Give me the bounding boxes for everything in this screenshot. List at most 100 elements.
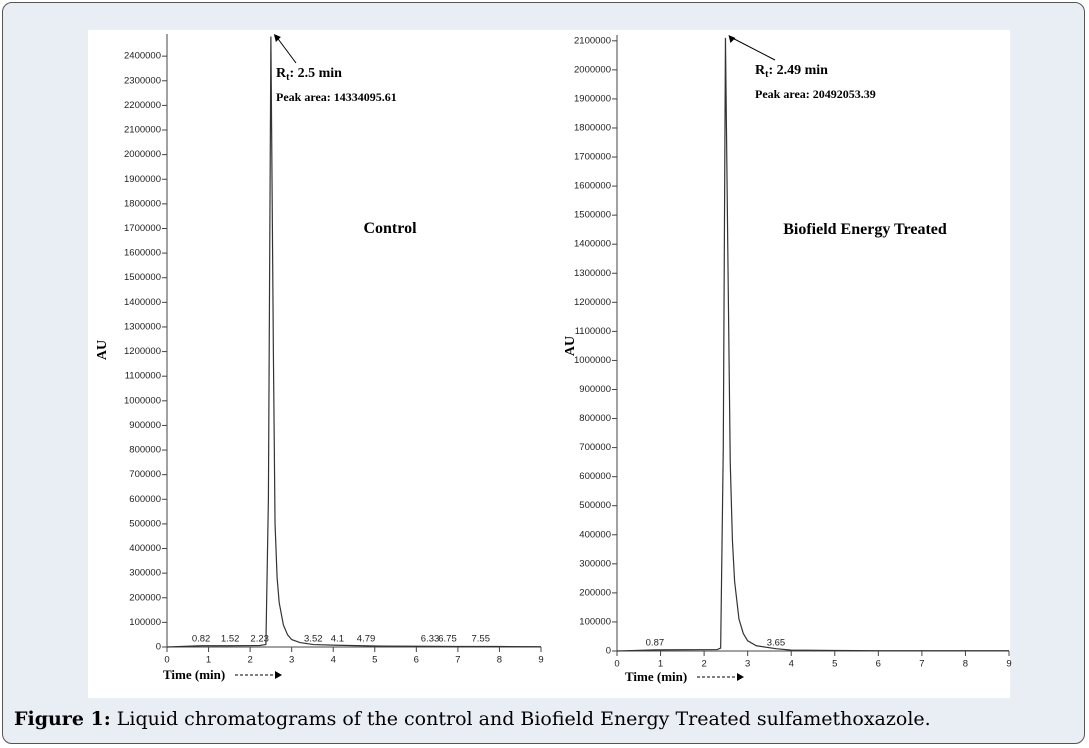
trace <box>616 37 1009 652</box>
peak-label: 2.23 <box>250 634 269 645</box>
x-tick-label: 2 <box>247 655 252 666</box>
y-tick-label: 1700000 <box>124 223 161 234</box>
y-tick-label: 1900000 <box>574 93 611 104</box>
y-tick-label: 0 <box>606 646 611 657</box>
y-tick-label: 1500000 <box>574 210 611 221</box>
y-tick-label: 100000 <box>129 617 161 628</box>
rt-symbol: R <box>755 63 766 78</box>
x-tick-label: 8 <box>963 659 968 670</box>
y-tick-label: 400000 <box>579 529 611 540</box>
y-tick-label: 2100000 <box>124 125 161 136</box>
peak-label: 7.55 <box>471 634 490 645</box>
peak-label: 0.87 <box>646 638 665 649</box>
x-tick-label: 1 <box>206 655 211 666</box>
y-tick-label: 1900000 <box>124 174 161 185</box>
x-tick-label: 9 <box>1006 659 1011 670</box>
y-tick-label: 600000 <box>579 471 611 482</box>
peak-label: 4.79 <box>357 634 376 645</box>
annotation-arrow-head <box>728 35 736 43</box>
x-tick-label: 2 <box>701 659 706 670</box>
y-tick-label: 1400000 <box>124 297 161 308</box>
y-tick-label: 600000 <box>129 494 161 505</box>
y-tick-label: 800000 <box>129 445 161 456</box>
y-tick-label: 100000 <box>579 616 611 627</box>
x-tick-label: 0 <box>614 659 619 670</box>
peak-area: Peak area: 14334095.61 <box>276 90 397 104</box>
y-tick-label: 1800000 <box>574 122 611 133</box>
x-tick-label: 1 <box>658 659 663 670</box>
y-tick-label: 2000000 <box>124 149 161 160</box>
retention-time: Rt: 2.49 min <box>755 63 828 80</box>
x-tick-label: 0 <box>164 655 169 666</box>
y-tick-label: 2300000 <box>124 75 161 86</box>
caption: Figure 1: Liquid chromatograms of the co… <box>14 708 931 730</box>
y-tick-label: 2000000 <box>574 64 611 75</box>
y-tick-label: 0 <box>156 642 161 653</box>
caption-text: Liquid chromatograms of the control and … <box>110 708 931 730</box>
y-axis-label: AU <box>563 336 578 356</box>
x-tick-label: 5 <box>372 655 377 666</box>
trace <box>166 36 542 648</box>
y-tick-label: 900000 <box>129 420 161 431</box>
y-tick-label: 900000 <box>579 384 611 395</box>
peak-label: 3.65 <box>767 638 786 649</box>
y-tick-label: 1800000 <box>124 198 161 209</box>
y-tick-label: 500000 <box>129 518 161 529</box>
x-tick-label: 7 <box>455 655 460 666</box>
y-tick-label: 1600000 <box>574 181 611 192</box>
peak-label: 6.33 <box>421 634 440 645</box>
x-tick-label: 4 <box>789 659 794 670</box>
caption-label: Figure 1: <box>14 708 111 730</box>
y-tick-label: 2100000 <box>574 35 611 46</box>
peak-label: 1.52 <box>221 634 240 645</box>
y-tick-label: 1500000 <box>124 272 161 283</box>
time-arrow-head <box>275 671 282 679</box>
y-tick-label: 1000000 <box>574 355 611 366</box>
y-tick-label: 1300000 <box>574 268 611 279</box>
x-tick-label: 6 <box>876 659 881 670</box>
sample-label: Control <box>363 220 417 237</box>
x-tick-label: 9 <box>538 655 543 666</box>
peak-label: 3.52 <box>304 634 323 645</box>
y-tick-label: 800000 <box>579 413 611 424</box>
y-tick-label: 700000 <box>579 442 611 453</box>
time-arrow-head <box>737 673 744 681</box>
y-tick-label: 1100000 <box>575 326 611 337</box>
y-tick-label: 1000000 <box>124 395 161 406</box>
x-tick-label: 7 <box>919 659 924 670</box>
y-axis-label: AU <box>95 340 110 360</box>
peak-label: 0.82 <box>192 634 211 645</box>
y-tick-label: 200000 <box>129 592 161 603</box>
y-tick-label: 300000 <box>579 558 611 569</box>
annotation-arrow <box>730 36 776 61</box>
x-tick-label: 6 <box>414 655 419 666</box>
sample-label: Biofield Energy Treated <box>783 221 947 238</box>
y-tick-label: 500000 <box>579 500 611 511</box>
y-tick-label: 1200000 <box>124 346 161 357</box>
retention-time: Rt: 2.5 min <box>276 66 342 83</box>
peak-area: Peak area: 20492053.39 <box>755 87 876 101</box>
peak-label: 6.75 <box>438 634 457 645</box>
x-tick-label: 4 <box>331 655 336 666</box>
annotation-arrow-head <box>273 34 281 42</box>
y-tick-label: 2200000 <box>124 100 161 111</box>
x-tick-label: 5 <box>832 659 837 670</box>
y-tick-label: 700000 <box>129 469 161 480</box>
y-tick-label: 1700000 <box>574 152 611 163</box>
rt-subscript: t <box>286 72 290 83</box>
y-tick-label: 400000 <box>129 543 161 554</box>
y-tick-label: 1200000 <box>574 297 611 308</box>
peak-label: 4.1 <box>331 634 344 645</box>
x-tick-label: 8 <box>497 655 502 666</box>
chart-background <box>88 30 1010 698</box>
y-tick-label: 1300000 <box>124 321 161 332</box>
y-tick-label: 1400000 <box>574 239 611 250</box>
rt-subscript: t <box>765 69 769 80</box>
y-tick-label: 200000 <box>579 587 611 598</box>
rt-text: : 2.5 min <box>289 66 342 81</box>
x-axis-label: Time (min) <box>625 669 687 684</box>
annotation-arrow <box>275 35 297 64</box>
y-tick-label: 300000 <box>129 568 161 579</box>
rt-symbol: R <box>276 66 287 81</box>
y-tick-label: 1600000 <box>124 248 161 259</box>
